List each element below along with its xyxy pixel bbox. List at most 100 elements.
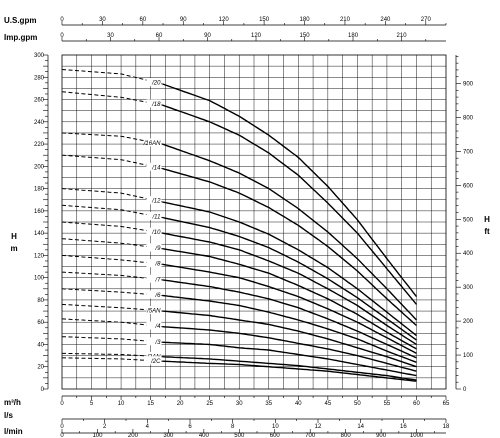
usgpm-axis-tick-label: 30 [99,17,106,23]
impgpm-axis-tick-label: 150 [300,33,311,39]
curve-label-bg [146,162,162,171]
ls-axis-tick-label: 0 [60,424,64,430]
left-tick-label: 80 [37,298,44,304]
usgpm-axis-tick-label: 270 [421,17,432,23]
right-axis-unit-2: ft [484,227,490,236]
right-tick-label: 0 [463,387,467,393]
lmin-axis-tick-label: 200 [128,433,139,438]
ls-axis-tick-label: 16 [400,424,407,430]
pump-curve-dashed [61,357,163,362]
curve-label: /18 [151,102,161,108]
right-tick-label: 300 [463,285,474,291]
head-axes: H m H ft 0 20 40 60 80 100 120 140 160 180 200 220 2… [10,53,490,393]
pump-curve-solid [162,279,417,359]
curve-label-bg [146,274,162,283]
m3h-axis-tick-label: 55 [384,401,391,407]
pump-curve-dashed [61,238,163,250]
right-tick-label: 700 [463,149,474,155]
curve-label-bg [146,321,162,330]
curve-label: /6 [154,293,161,299]
left-tick-label: 40 [37,342,44,348]
pump-curve-solid [162,310,417,368]
m3h-axis-tick-label: 50 [354,401,361,407]
pump-curve-solid [162,104,418,305]
pump-curve-dashed [61,336,163,343]
usgpm-axis-tick-label: 0 [60,17,64,23]
right-tick-label: 600 [463,183,474,189]
curve-label: /2C [150,359,161,365]
pump-curve-dashed [61,271,163,281]
right-axis-unit: H [484,215,490,224]
pump-curve-solid [162,326,417,372]
right-tick-label: 900 [463,82,474,88]
curve-label-bg [146,138,162,147]
curve-label: /16AN [143,141,161,147]
curve-label: /9 [154,246,161,252]
ls-axis-label: l/s [4,411,13,420]
pump-curve-dashed [61,91,163,106]
curve-label: /12 [151,199,161,205]
lmin-axis-label: l/min [4,427,23,436]
m3h-axis-tick-label: 45 [325,401,332,407]
ls-axis-tick-label: 4 [146,424,150,430]
lmin-axis-tick-label: 800 [341,433,352,438]
left-tick-label: 20 [37,365,44,371]
top-flow-axes: U.S.gpm 0 30 60 90 120 150 180 210 240 270 Imp.gpm 0… [4,16,447,42]
pump-curve-solid [162,201,417,337]
pump-curve-solid [162,83,418,298]
lmin-axis-tick-label: 500 [234,433,245,438]
impgpm-axis-tick-label: 60 [156,33,163,39]
curve-label-bg [146,337,162,346]
ls-axis-tick-label: 12 [315,424,322,430]
curve-label-bg [146,243,162,252]
pump-curve-solid [162,356,417,381]
m3h-axis-tick-label: 60 [413,401,420,407]
left-tick-label: 120 [34,253,45,259]
curve-label-bg [146,99,162,108]
impgpm-axis-tick-label: 30 [107,33,114,39]
curve-label-bg [146,356,162,365]
impgpm-axis-tick-label: 120 [251,33,262,39]
curve-label-bg [146,211,162,220]
bottom-flow-axes: m³/h 0 5 10 15 20 25 30 35 40 45 50 55 60 65 l/s 0 2 4 6 8 10… [4,395,450,438]
pump-curve-dashed [61,204,163,218]
ls-axis-tick-label: 18 [443,424,450,430]
lmin-axis-tick-label: 300 [163,433,174,438]
left-tick-label: 100 [34,276,45,282]
m3h-axis-tick-label: 10 [118,401,125,407]
pump-curve-solid [162,143,418,321]
m3h-axis-tick-label: 65 [443,401,450,407]
m3h-axis-label: m³/h [4,398,21,407]
m3h-axis-tick-label: 20 [177,401,184,407]
right-tick-label: 800 [463,115,474,121]
m3h-axis-tick-label: 5 [90,401,94,407]
left-tick-label: 200 [34,164,45,170]
curve-label-bg [146,78,162,87]
ls-axis-tick-label: 10 [272,424,279,430]
usgpm-axis-tick-label: 180 [300,17,311,23]
curve-label-bg [146,351,162,360]
right-tick-label: 500 [463,217,474,223]
pump-curve-solid [162,341,417,377]
m3h-axis-tick-label: 0 [60,401,64,407]
ls-axis-tick-label: 8 [231,424,235,430]
usgpm-axis-tick-label: 210 [340,17,351,23]
pump-curve-dashed [61,221,163,234]
pump-curve-dashed [61,69,163,85]
left-axis-unit: H [11,232,17,241]
left-tick-label: 160 [34,209,45,215]
lmin-axis-tick-label: 1000 [410,433,424,438]
usgpm-axis-tick-label: 240 [380,17,391,23]
left-tick-label: 140 [34,231,45,237]
pump-curve-dashed [61,288,163,296]
m3h-axis-tick-label: 40 [295,401,302,407]
lmin-axis-tick-label: 0 [60,433,64,438]
curve-label: /20 [151,81,161,87]
right-tick-label: 100 [463,353,474,359]
curve-label: /14 [151,165,161,171]
left-tick-label: 280 [34,75,45,81]
curve-label: /3 [154,340,161,346]
lmin-axis-tick-label: 600 [270,433,281,438]
impgpm-axis-label: Imp.gpm [4,33,37,42]
